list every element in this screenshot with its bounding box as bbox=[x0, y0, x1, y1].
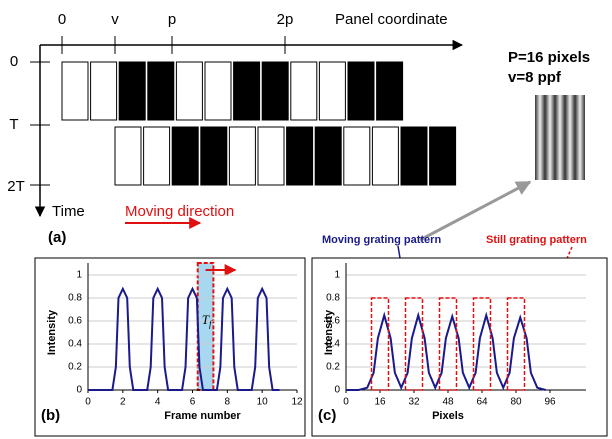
x-tick-label: 10 bbox=[257, 397, 269, 408]
y-tick: 0 bbox=[10, 53, 18, 70]
x-tick-label: 16 bbox=[374, 397, 386, 408]
panel-label: (b) bbox=[41, 407, 60, 424]
grating-bar bbox=[234, 62, 260, 120]
x-tick-label: 80 bbox=[510, 397, 522, 408]
y-tick: T bbox=[9, 116, 18, 133]
grating-bar bbox=[372, 127, 398, 185]
x-tick: v bbox=[111, 11, 119, 28]
direction-label: Moving direction bbox=[125, 203, 234, 220]
y-tick-label: 1 bbox=[334, 270, 340, 281]
grating-bar bbox=[91, 62, 117, 120]
grating-bar bbox=[148, 62, 174, 120]
grating-bar bbox=[201, 127, 227, 185]
grating-bar bbox=[319, 62, 345, 120]
y-axis-label: Intensity bbox=[323, 309, 335, 355]
param: P=16 pixels bbox=[508, 49, 590, 66]
series-label: Moving grating pattern bbox=[322, 234, 441, 246]
y-tick-label: 0.2 bbox=[68, 362, 82, 373]
grating-bar bbox=[377, 62, 403, 120]
grating-bar bbox=[119, 62, 145, 120]
param: v=8 ppf bbox=[508, 69, 562, 86]
grating-bar bbox=[258, 127, 284, 185]
x-tick-label: 0 bbox=[85, 397, 91, 408]
y-tick-label: 0.4 bbox=[68, 339, 82, 350]
x-tick-label: 8 bbox=[225, 397, 231, 408]
y-tick-label: 0.6 bbox=[68, 316, 82, 327]
pointer-arrow bbox=[420, 182, 530, 240]
series-label: Still grating pattern bbox=[486, 234, 587, 246]
x-tick-label: 64 bbox=[476, 397, 488, 408]
grating-bar bbox=[144, 127, 170, 185]
x-tick-label: 48 bbox=[442, 397, 454, 408]
grating-bar bbox=[262, 62, 288, 120]
panel-label: (c) bbox=[318, 407, 336, 424]
y-tick-label: 0 bbox=[76, 385, 82, 396]
y-tick-label: 0 bbox=[334, 385, 340, 396]
x-tick-label: 4 bbox=[155, 397, 161, 408]
x-tick: 2p bbox=[277, 11, 294, 28]
x-axis-label: Panel coordinate bbox=[335, 11, 448, 28]
grating-bar bbox=[430, 127, 456, 185]
y-axis-label: Time bbox=[52, 203, 85, 220]
x-tick-label: 12 bbox=[291, 397, 303, 408]
grating-bar bbox=[401, 127, 427, 185]
x-tick-label: 32 bbox=[408, 397, 420, 408]
grating-bar bbox=[315, 127, 341, 185]
x-axis-label: Pixels bbox=[432, 410, 464, 422]
grating-bar bbox=[291, 62, 317, 120]
grating-bar bbox=[115, 127, 141, 185]
grating-bar bbox=[176, 62, 202, 120]
y-tick-label: 0.8 bbox=[326, 293, 340, 304]
grating-bar bbox=[344, 127, 370, 185]
x-tick-label: 6 bbox=[190, 397, 196, 408]
grating-bar bbox=[229, 127, 255, 185]
figure: 0 v p 2p Panel coordinate 0 T 2T Time Mo… bbox=[0, 0, 612, 439]
x-tick-label: 2 bbox=[120, 397, 126, 408]
diagram: 0 v p 2p Panel coordinate 0 T 2T Time Mo… bbox=[7, 11, 590, 246]
grating-bar bbox=[348, 62, 374, 120]
page: 0 v p 2p Panel coordinate 0 T 2T Time Mo… bbox=[0, 0, 612, 439]
x-tick-label: 96 bbox=[544, 397, 556, 408]
y-axis-label: Intensity bbox=[46, 309, 58, 355]
panel-label: (a) bbox=[48, 229, 66, 246]
x-tick-label: 0 bbox=[343, 397, 349, 408]
y-tick-label: 1 bbox=[76, 270, 82, 281]
grating-bar bbox=[205, 62, 231, 120]
x-axis-label: Frame number bbox=[164, 410, 241, 422]
y-tick-label: 0.8 bbox=[68, 293, 82, 304]
y-tick: 2T bbox=[7, 178, 25, 195]
grating-bar bbox=[172, 127, 198, 185]
x-tick: p bbox=[168, 11, 176, 28]
y-tick-label: 0.2 bbox=[326, 362, 340, 373]
grating-image bbox=[535, 95, 585, 180]
grating-bar bbox=[62, 62, 88, 120]
x-tick: 0 bbox=[58, 11, 66, 28]
grating-bar bbox=[287, 127, 313, 185]
